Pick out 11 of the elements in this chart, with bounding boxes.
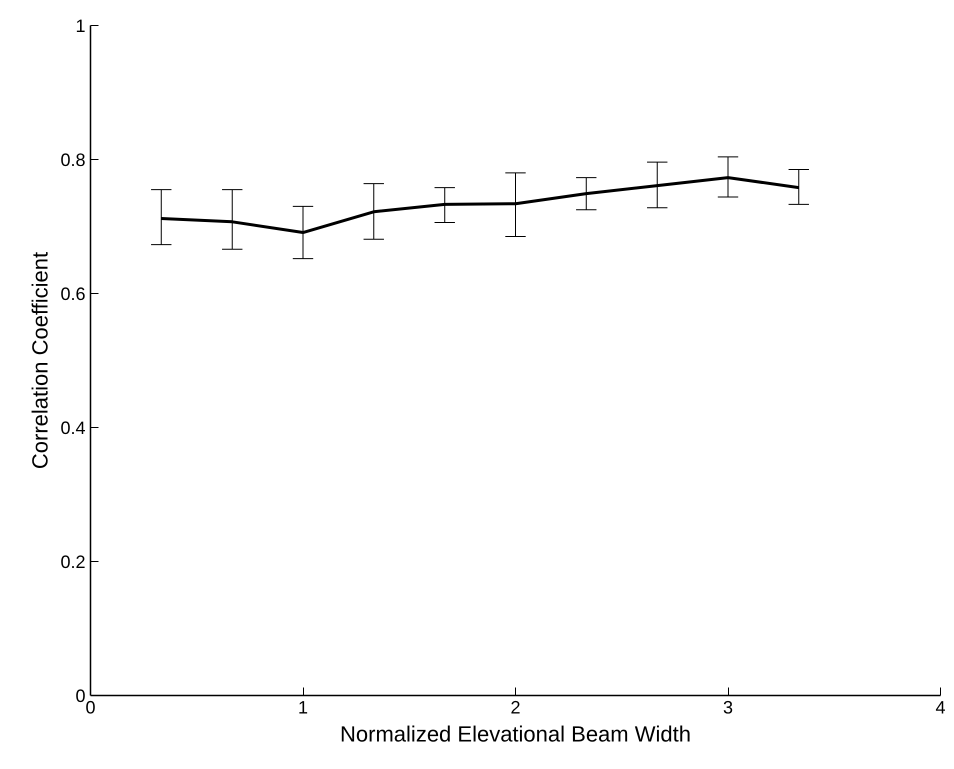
y-tick-label: 0.2 [60,552,86,572]
y-axis-title: Correlation Coefficient [27,252,52,470]
y-tick-label: 0.4 [60,418,86,438]
x-axis-title: Normalized Elevational Beam Width [340,722,691,746]
y-tick-label: 0.6 [60,284,86,304]
x-tick-label: 3 [722,698,734,718]
y-tick-label: 1 [75,16,86,36]
x-tick-label: 1 [298,698,308,718]
x-tick-label: 4 [935,698,946,718]
y-tick-label: 0.8 [60,150,86,170]
x-tick-label: 2 [510,698,521,718]
